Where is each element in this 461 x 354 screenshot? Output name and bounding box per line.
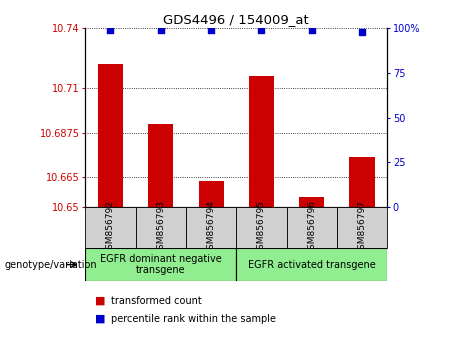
Point xyxy=(157,27,165,33)
Text: GSM856794: GSM856794 xyxy=(207,200,216,255)
Bar xyxy=(236,248,387,281)
Bar xyxy=(148,124,173,207)
Bar xyxy=(199,181,224,207)
Text: GSM856797: GSM856797 xyxy=(358,200,366,255)
Bar xyxy=(349,158,375,207)
Point xyxy=(207,27,215,33)
Text: GSM856793: GSM856793 xyxy=(156,200,165,255)
Text: GSM856795: GSM856795 xyxy=(257,200,266,255)
Point xyxy=(308,27,315,33)
Point xyxy=(107,27,114,33)
Text: percentile rank within the sample: percentile rank within the sample xyxy=(111,314,276,324)
Title: GDS4496 / 154009_at: GDS4496 / 154009_at xyxy=(163,13,309,26)
Text: GSM856796: GSM856796 xyxy=(307,200,316,255)
Bar xyxy=(299,197,325,207)
Bar xyxy=(136,207,186,248)
Bar xyxy=(287,207,337,248)
Bar xyxy=(85,248,236,281)
Point xyxy=(258,27,265,33)
Bar xyxy=(249,76,274,207)
Text: transformed count: transformed count xyxy=(111,296,201,306)
Bar xyxy=(337,207,387,248)
Point xyxy=(358,29,366,35)
Text: ■: ■ xyxy=(95,296,105,306)
Text: ■: ■ xyxy=(95,314,105,324)
Bar xyxy=(98,64,123,207)
Text: GSM856792: GSM856792 xyxy=(106,200,115,255)
Text: EGFR dominant negative
transgene: EGFR dominant negative transgene xyxy=(100,254,222,275)
Text: genotype/variation: genotype/variation xyxy=(5,259,97,270)
Text: EGFR activated transgene: EGFR activated transgene xyxy=(248,259,376,270)
Bar xyxy=(186,207,236,248)
Bar xyxy=(85,207,136,248)
Bar xyxy=(236,207,287,248)
